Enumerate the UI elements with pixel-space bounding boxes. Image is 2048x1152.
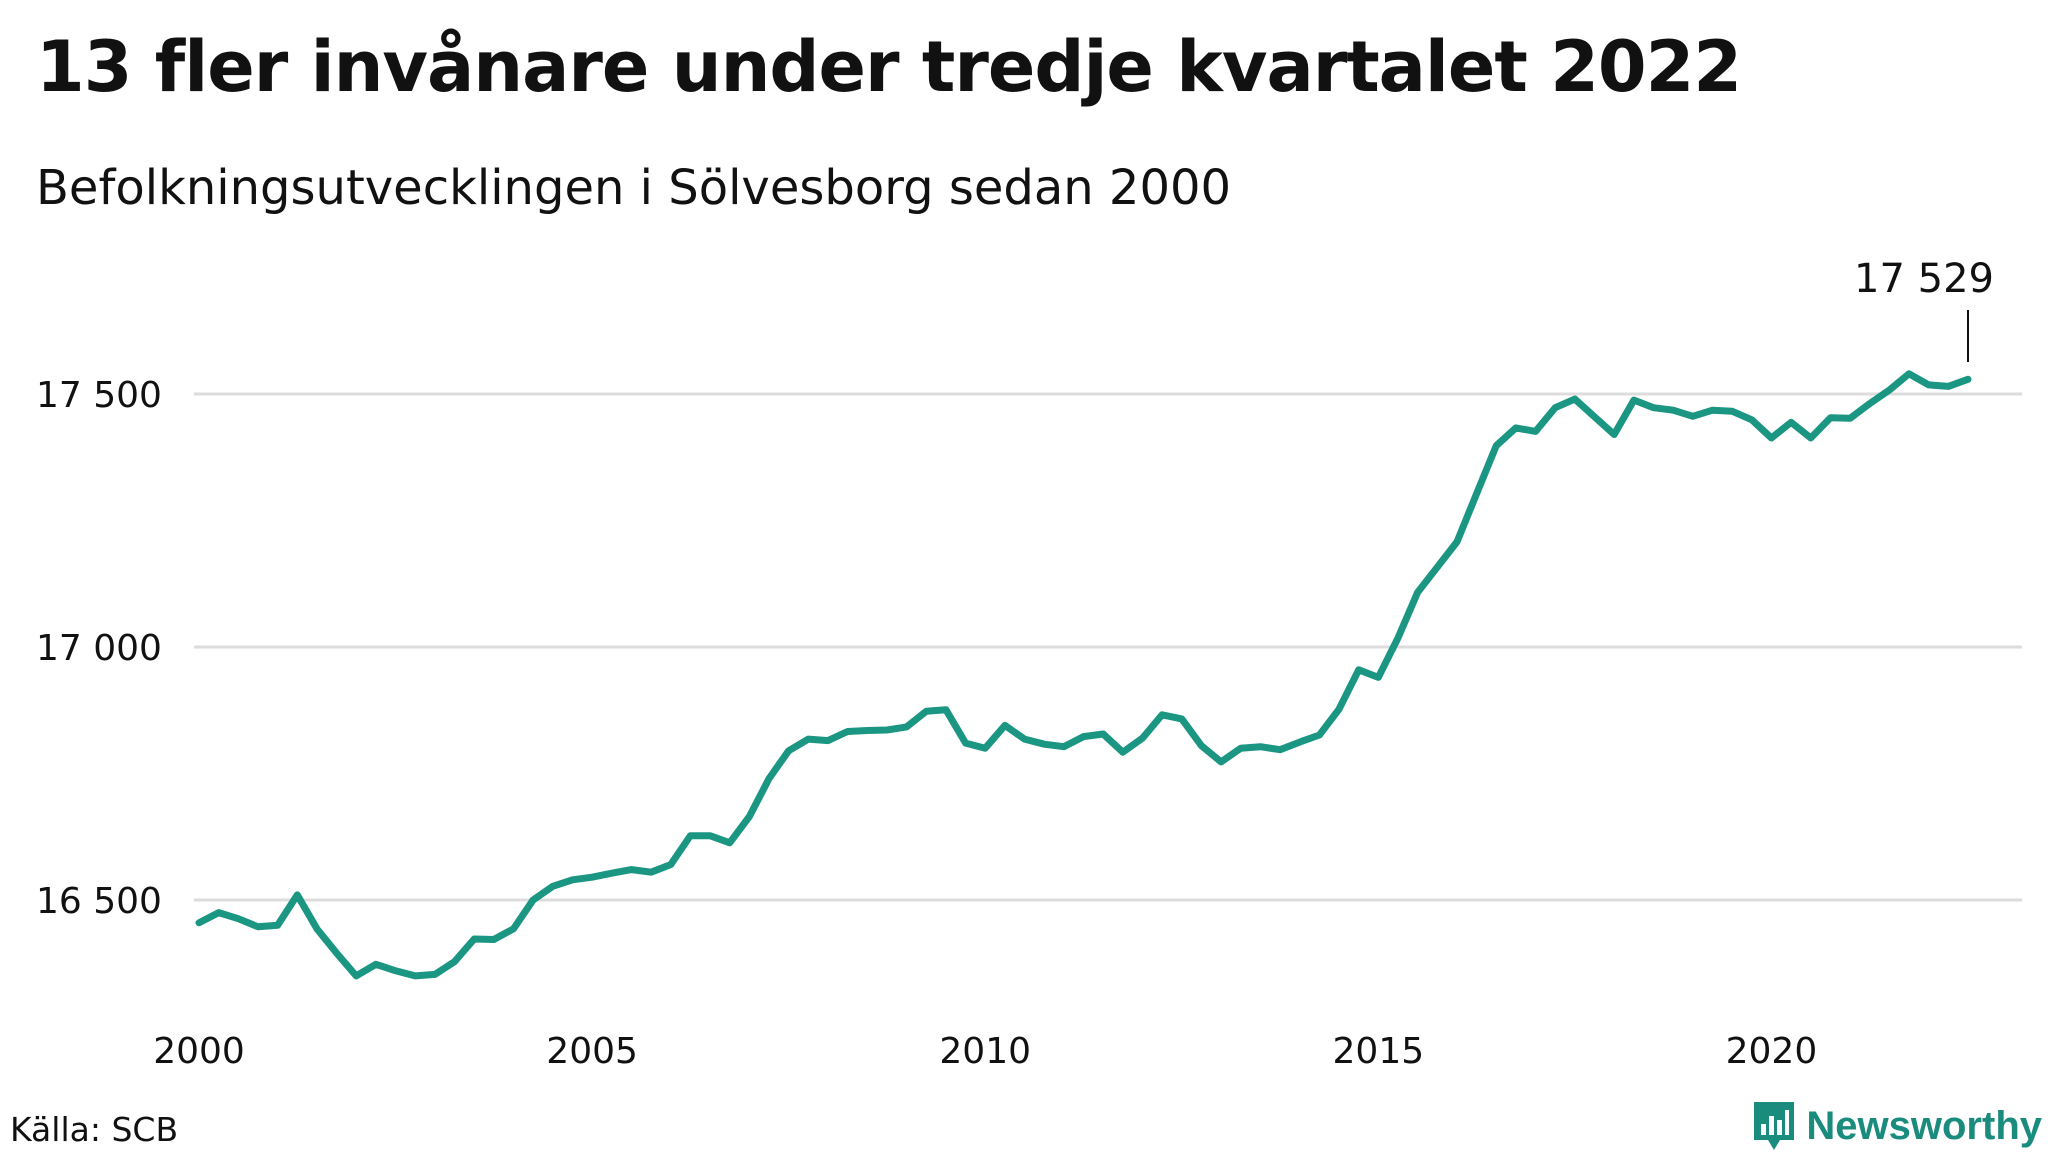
x-tick-label: 2020 — [1726, 1031, 1818, 1072]
x-tick-label: 2015 — [1333, 1031, 1425, 1072]
x-tick-label: 2010 — [939, 1031, 1031, 1072]
y-tick-label: 17 000 — [36, 628, 162, 669]
x-axis-ticks: 2000 2005 2010 2015 2020 — [153, 1031, 1817, 1072]
series-line — [195, 370, 1972, 980]
end-annotation: 17 529 — [1854, 256, 1994, 362]
annotation-label: 17 529 — [1854, 256, 1994, 302]
brand-logo: Newsworthy — [1752, 1100, 2042, 1152]
bar-chart-icon — [1754, 1102, 1795, 1150]
source-note: Källa: SCB — [10, 1110, 179, 1149]
y-tick-label: 17 500 — [36, 375, 162, 416]
series-layer — [195, 370, 1972, 980]
x-tick-label: 2000 — [153, 1031, 245, 1072]
y-tick-label: 16 500 — [36, 881, 162, 922]
chart-subtitle: Befolkningsutvecklingen i Sölvesborg sed… — [36, 160, 1232, 216]
grid-lines — [194, 392, 2022, 902]
x-tick-label: 2005 — [546, 1031, 638, 1072]
brand-name: Newsworthy — [1806, 1103, 2042, 1148]
chart-title: 13 fler invånare under tredje kvartalet … — [36, 26, 1742, 108]
y-axis-ticks: 16 500 17 000 17 500 — [36, 375, 162, 922]
